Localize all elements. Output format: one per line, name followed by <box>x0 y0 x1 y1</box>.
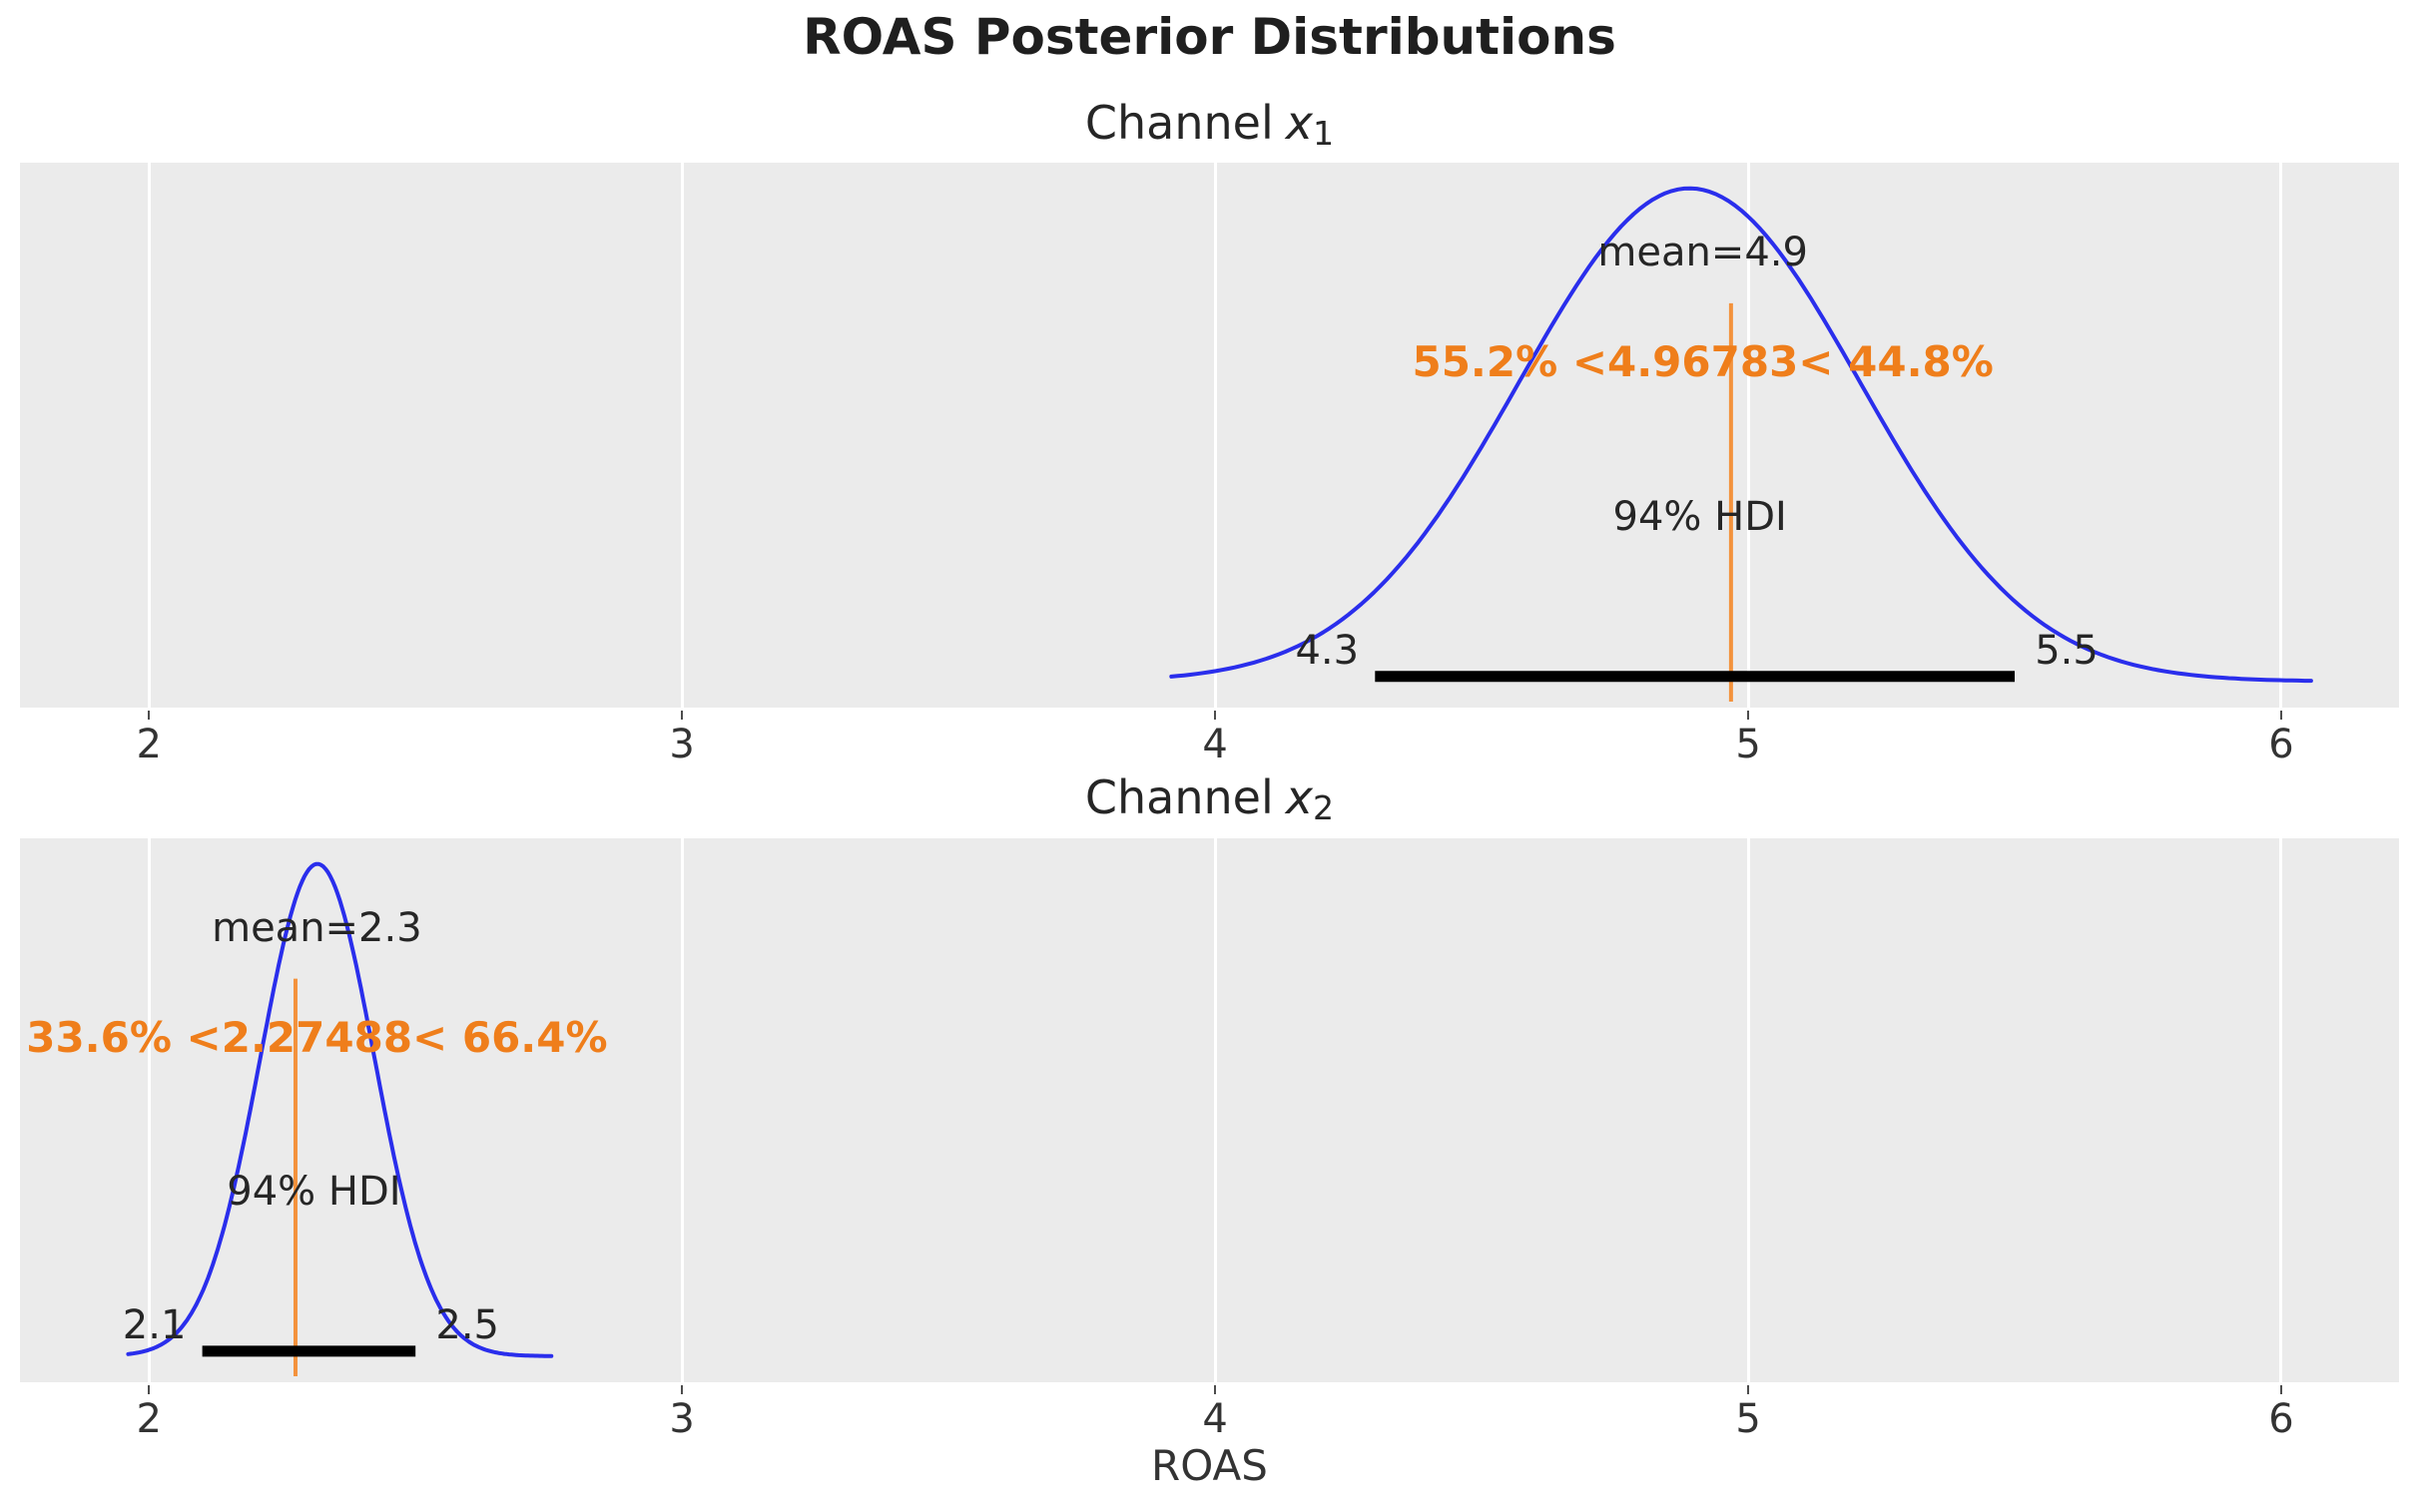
hdi-label: 94% HDI <box>1612 494 1787 541</box>
gridline <box>2279 838 2283 1382</box>
hdi-high-label: 2.5 <box>435 1301 499 1348</box>
kde-plot-svg <box>1169 186 2313 702</box>
x-tick-mark <box>1214 1385 1217 1394</box>
x-tick-mark <box>681 1385 684 1394</box>
hdi-high-label: 5.5 <box>2035 627 2099 674</box>
x-tick-mark <box>2279 711 2282 720</box>
ref-interval-label: 55.2% <4.96783< 44.8% <box>1412 337 1994 387</box>
x-tick-label: 6 <box>2268 1396 2294 1442</box>
subplot-title-channel-x2: Channel x2 <box>20 770 2399 827</box>
x-axis-x2: 2 3 4 5 6 <box>20 1382 2399 1452</box>
hdi-label: 94% HDI <box>227 1169 401 1216</box>
x-tick-mark <box>2279 1385 2282 1394</box>
kde-curve <box>1169 186 2313 684</box>
x-tick-label: 4 <box>1202 722 1228 767</box>
subplot-title-variable: x <box>1285 96 1313 150</box>
gridline <box>1213 838 1217 1382</box>
x-tick-mark <box>1747 1385 1750 1394</box>
x-tick-label: 5 <box>1735 1396 1761 1442</box>
hdi-low-label: 4.3 <box>1295 627 1360 674</box>
x-tick-label: 3 <box>669 1396 695 1442</box>
x-tick-mark <box>1214 711 1217 720</box>
x-axis-x1: 2 3 4 5 6 <box>20 708 2399 777</box>
mean-label: mean=4.9 <box>1597 230 1808 276</box>
x-tick-label: 5 <box>1735 722 1761 767</box>
plot-panel-x1: mean=4.9 55.2% <4.96783< 44.8% 94% HDI 4… <box>20 163 2399 708</box>
x-tick-mark <box>681 711 684 720</box>
figure-title: ROAS Posterior Distributions <box>803 8 1616 66</box>
x-tick-label: 4 <box>1202 1396 1228 1442</box>
gridline <box>680 838 684 1382</box>
subplot-title-prefix: Channel <box>1084 770 1274 824</box>
x-tick-mark <box>148 711 151 720</box>
gridline <box>147 838 151 1382</box>
ref-interval-label: 33.6% <2.27488< 66.4% <box>26 1013 608 1063</box>
gridline <box>1213 163 1217 708</box>
x-tick-label: 3 <box>669 722 695 767</box>
kde-curve <box>126 861 554 1358</box>
x-tick-label: 2 <box>136 722 162 767</box>
gridline <box>147 163 151 708</box>
subplot-title-prefix: Channel <box>1084 96 1274 150</box>
subplot-title-subscript: 1 <box>1313 113 1335 153</box>
kde-plot-svg <box>126 861 554 1376</box>
gridline <box>2279 163 2283 708</box>
gridline <box>1746 838 1750 1382</box>
x-axis-label: ROAS <box>1151 1441 1268 1490</box>
subplot-title-variable: x <box>1285 770 1313 824</box>
plot-panel-x2: mean=2.3 33.6% <2.27488< 66.4% 94% HDI 2… <box>20 838 2399 1382</box>
x-tick-label: 6 <box>2268 722 2294 767</box>
hdi-low-label: 2.1 <box>122 1301 187 1348</box>
x-tick-mark <box>1747 711 1750 720</box>
gridline <box>1746 163 1750 708</box>
subplot-title-channel-x1: Channel x1 <box>20 96 2399 153</box>
x-tick-mark <box>148 1385 151 1394</box>
x-tick-label: 2 <box>136 1396 162 1442</box>
mean-label: mean=2.3 <box>212 905 422 952</box>
subplot-title-subscript: 2 <box>1313 787 1335 827</box>
gridline <box>680 163 684 708</box>
